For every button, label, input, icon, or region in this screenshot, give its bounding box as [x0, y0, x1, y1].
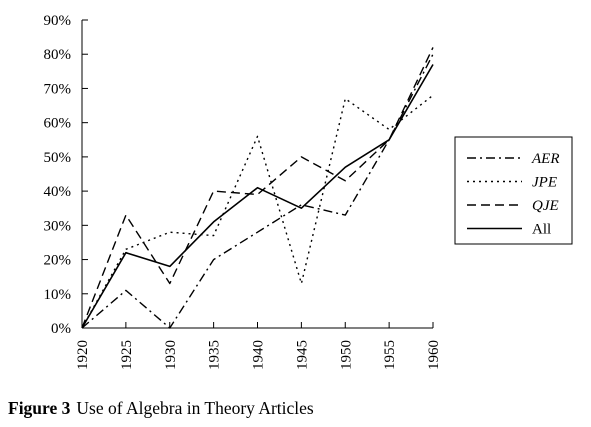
y-tick-label: 80%: [44, 47, 72, 63]
x-tick-label: 1950: [338, 340, 354, 370]
caption-text: Use of Algebra in Theory Articles: [76, 398, 314, 418]
y-tick-label: 30%: [44, 218, 72, 234]
x-axis: 1920 1925 1930 1935 1940 1945 1950 1955 1960: [75, 322, 442, 370]
y-tick-label: 60%: [44, 116, 72, 132]
y-tick-label: 50%: [44, 150, 72, 166]
y-tick-label: 70%: [44, 81, 72, 97]
legend-label-jpe: JPE: [532, 175, 557, 191]
y-tick-label: 0%: [51, 321, 71, 337]
figure-caption: Figure 3 Use of Algebra in Theory Article…: [8, 398, 314, 419]
x-tick-label: 1935: [207, 340, 223, 370]
x-tick-label: 1920: [75, 340, 91, 370]
series-line-jpe: [81, 94, 434, 329]
y-tick-label: 90%: [44, 13, 72, 29]
legend: AER JPE QJE All: [454, 136, 573, 245]
x-tick-label: 1945: [294, 340, 310, 370]
y-tick-label: 40%: [44, 184, 72, 200]
line-chart: 0%10%20%30%40%50%60%70%80%90% 1920 1925 19…: [44, 13, 573, 370]
x-tick-label: 1960: [426, 340, 442, 370]
series-line-all: [81, 64, 434, 329]
y-tick-label: 20%: [44, 253, 72, 269]
legend-label-aer: AER: [531, 151, 560, 167]
caption-label: Figure 3: [8, 398, 71, 418]
legend-label-qje: QJE: [532, 198, 559, 214]
x-tick-label: 1940: [251, 340, 267, 370]
series-line-aer: [81, 53, 434, 329]
y-axis: 0% 10% 20% 30% 40% 50% 60% 70% 80% 90%: [44, 13, 88, 337]
y-tick-label: 10%: [44, 287, 72, 303]
legend-label-all: All: [532, 222, 551, 238]
legend-box: [454, 136, 573, 245]
series-lines: [81, 47, 434, 329]
x-tick-label: 1930: [163, 340, 179, 370]
x-tick-label: 1955: [382, 340, 398, 370]
series-line-qje: [81, 47, 434, 329]
x-tick-label: 1925: [119, 340, 135, 370]
